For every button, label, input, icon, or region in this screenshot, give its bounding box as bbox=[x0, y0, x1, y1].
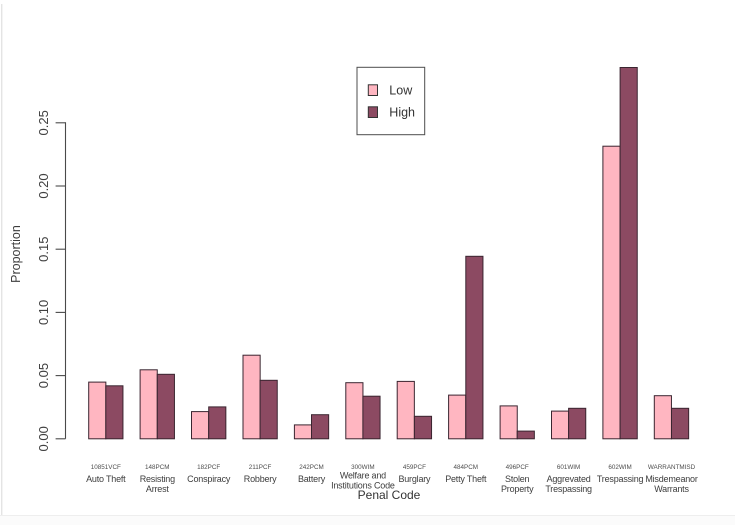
svg-text:148PCM: 148PCM bbox=[145, 464, 170, 471]
svg-text:484PCM: 484PCM bbox=[454, 464, 479, 471]
svg-text:0.15: 0.15 bbox=[36, 237, 51, 262]
svg-text:211PCF: 211PCF bbox=[249, 464, 272, 471]
svg-text:Institutions Code: Institutions Code bbox=[331, 481, 395, 491]
svg-text:0.10: 0.10 bbox=[36, 300, 51, 325]
svg-text:601WIM: 601WIM bbox=[557, 464, 580, 471]
svg-text:242PCM: 242PCM bbox=[299, 464, 324, 471]
svg-text:Trespassing: Trespassing bbox=[545, 484, 592, 494]
svg-text:0.00: 0.00 bbox=[36, 426, 51, 451]
svg-text:182PCF: 182PCF bbox=[197, 464, 220, 471]
svg-text:Stolen: Stolen bbox=[505, 474, 530, 484]
svg-text:496PCF: 496PCF bbox=[506, 464, 529, 471]
svg-text:0.25: 0.25 bbox=[36, 110, 51, 135]
svg-text:Property: Property bbox=[501, 484, 534, 494]
svg-text:Auto Theft: Auto Theft bbox=[86, 474, 126, 484]
svg-text:0.20: 0.20 bbox=[36, 173, 51, 198]
svg-text:Misdemeanor: Misdemeanor bbox=[645, 474, 698, 484]
svg-text:Petty Theft: Petty Theft bbox=[445, 474, 487, 484]
svg-text:WARRANTMISD: WARRANTMISD bbox=[648, 464, 696, 471]
svg-text:Penal Code: Penal Code bbox=[358, 488, 421, 502]
svg-text:Proportion: Proportion bbox=[9, 225, 23, 283]
svg-text:Conspiracy: Conspiracy bbox=[187, 474, 231, 484]
svg-text:602WIM: 602WIM bbox=[608, 464, 631, 471]
svg-text:Burglary: Burglary bbox=[398, 474, 431, 484]
svg-text:High: High bbox=[389, 106, 415, 120]
svg-text:Low: Low bbox=[389, 84, 413, 98]
svg-text:0.05: 0.05 bbox=[36, 363, 51, 388]
svg-text:Aggrevated: Aggrevated bbox=[547, 474, 591, 484]
svg-text:10851VCF: 10851VCF bbox=[91, 464, 121, 471]
svg-text:Battery: Battery bbox=[298, 474, 326, 484]
svg-text:Robbery: Robbery bbox=[244, 474, 277, 484]
svg-text:Resisting: Resisting bbox=[140, 474, 175, 484]
svg-text:Arrest: Arrest bbox=[146, 484, 170, 494]
svg-text:Welfare and: Welfare and bbox=[340, 471, 386, 481]
svg-text:Trespassing: Trespassing bbox=[597, 474, 644, 484]
svg-text:Warrants: Warrants bbox=[654, 484, 689, 494]
svg-text:300WIM: 300WIM bbox=[351, 464, 374, 471]
svg-text:459PCF: 459PCF bbox=[403, 464, 426, 471]
